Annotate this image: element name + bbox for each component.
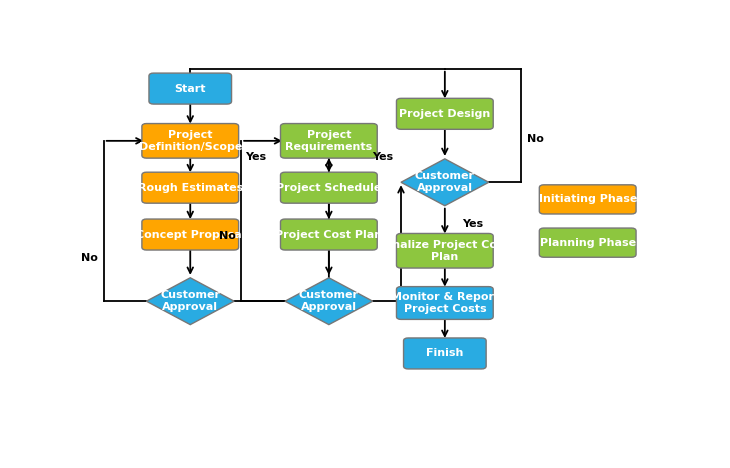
Text: Finish: Finish	[426, 349, 464, 358]
FancyBboxPatch shape	[142, 124, 239, 158]
Text: Customer
Approval: Customer Approval	[299, 290, 359, 313]
FancyBboxPatch shape	[539, 185, 636, 214]
FancyBboxPatch shape	[539, 228, 636, 257]
Text: Project Design: Project Design	[399, 109, 491, 119]
Text: No: No	[219, 231, 236, 241]
Text: No: No	[527, 134, 544, 144]
FancyBboxPatch shape	[396, 286, 493, 319]
Text: Project Cost Plan: Project Cost Plan	[275, 229, 383, 240]
FancyBboxPatch shape	[404, 338, 486, 369]
FancyBboxPatch shape	[280, 124, 377, 158]
Text: Project
Requirements: Project Requirements	[285, 130, 372, 152]
FancyBboxPatch shape	[396, 234, 493, 268]
Polygon shape	[285, 278, 373, 325]
Text: Yes: Yes	[245, 152, 266, 162]
Text: Customer
Approval: Customer Approval	[161, 290, 220, 313]
Text: No: No	[81, 253, 98, 263]
Text: Monitor & Report
Project Costs: Monitor & Report Project Costs	[391, 292, 499, 314]
FancyBboxPatch shape	[149, 73, 231, 104]
Text: Yes: Yes	[372, 152, 393, 162]
FancyBboxPatch shape	[280, 219, 377, 250]
Text: Concept Proposal: Concept Proposal	[136, 229, 245, 240]
Text: Customer
Approval: Customer Approval	[415, 171, 475, 193]
FancyBboxPatch shape	[396, 98, 493, 129]
Text: Rough Estimates: Rough Estimates	[138, 183, 243, 193]
Text: Yes: Yes	[462, 219, 483, 229]
Polygon shape	[401, 159, 488, 206]
Text: Start: Start	[174, 84, 206, 94]
Text: Project Schedule: Project Schedule	[276, 183, 382, 193]
Text: Initiating Phase: Initiating Phase	[539, 194, 637, 205]
Text: Project
Definition/Scope: Project Definition/Scope	[139, 130, 242, 152]
Text: Planning Phase: Planning Phase	[539, 238, 636, 248]
FancyBboxPatch shape	[142, 219, 239, 250]
Polygon shape	[147, 278, 234, 325]
FancyBboxPatch shape	[280, 172, 377, 203]
FancyBboxPatch shape	[142, 172, 239, 203]
Text: Finalize Project Cost
Plan: Finalize Project Cost Plan	[381, 240, 509, 262]
